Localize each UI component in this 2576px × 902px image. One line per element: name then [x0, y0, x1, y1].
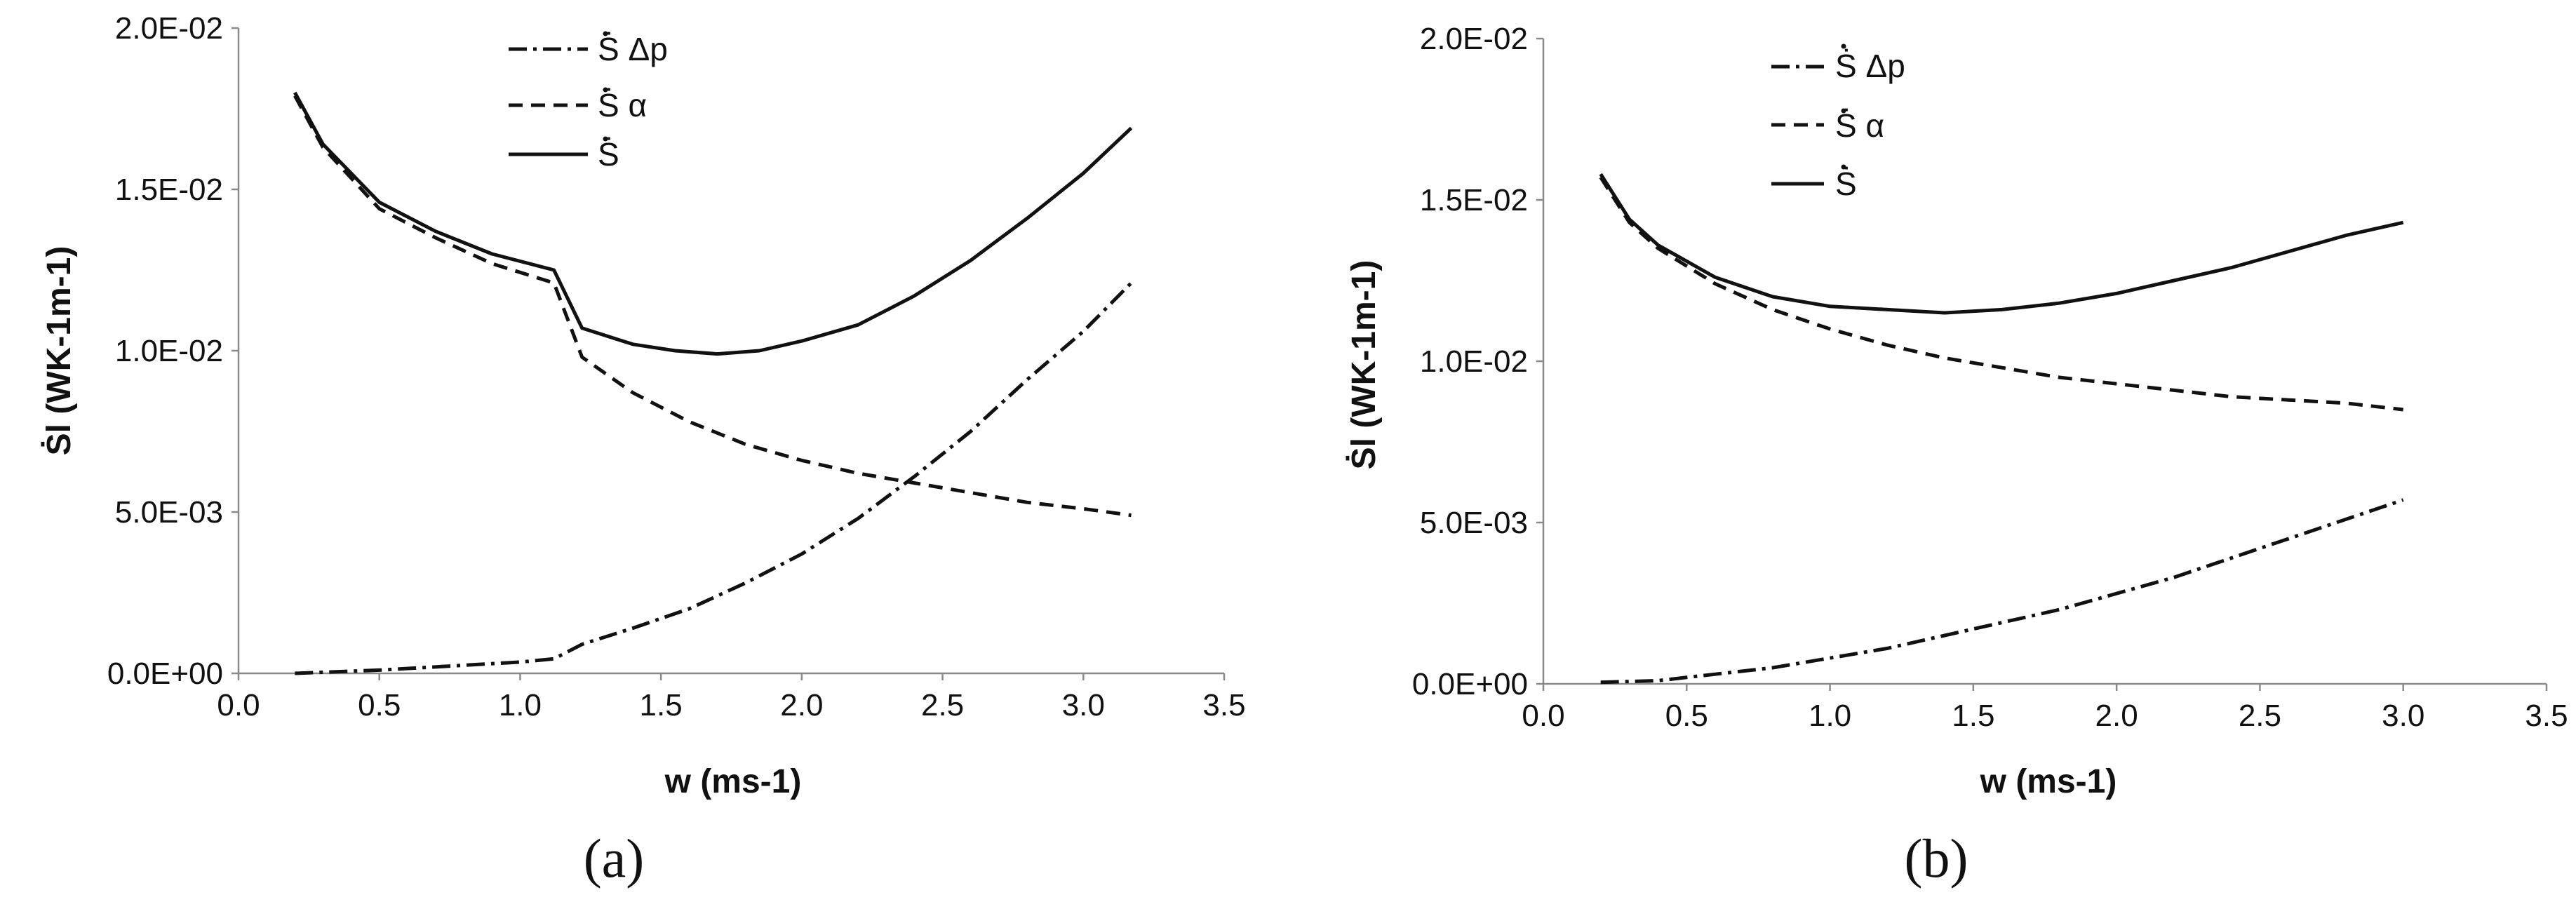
chart-b-series — [1599, 173, 2404, 685]
chart-b-axes — [1542, 39, 2547, 685]
chart-b-x-tick-label: 0.0 — [1522, 699, 1564, 733]
svg-text:Ṡ: Ṡ — [1835, 166, 1857, 202]
chart-a-panel-label: (a) — [584, 828, 645, 889]
chart-a-x-tick-label: 2.5 — [921, 688, 964, 722]
chart-b-x-tick-label: 3.5 — [2525, 699, 2568, 733]
chart-a-series — [293, 91, 1133, 675]
chart-panel-a: 0.0 0.5 1.0 1.5 2.0 2.5 3.0 3.5 0.0E+00 5.0E-03 1.… — [41, 11, 1246, 889]
legend-b-label-salpha: Ṡ α — [1835, 107, 1884, 144]
chart-a-y-label: Ṡl (WK-1m-1) — [41, 246, 78, 456]
chart-b-x-label: w (ms-1) — [1980, 763, 2117, 800]
chart-a-x-tick-label: 0.0 — [217, 688, 260, 722]
chart-b-series-s-total — [1599, 173, 2404, 315]
chart-b-legend: Ṡ Δp Ṡ α Ṡ — [1771, 43, 1905, 202]
chart-a-y-tick-label: 2.0E-02 — [115, 11, 223, 46]
svg-text:Ṡ Δp: Ṡ Δp — [1835, 48, 1905, 84]
chart-b-x-tick-label: 2.0 — [2095, 699, 2138, 733]
legend-a-label-salpha: Ṡ α — [598, 87, 647, 123]
legend-b-label-stotal: Ṡ — [1835, 164, 1857, 202]
chart-a-axes — [237, 28, 1224, 675]
svg-text:Ṡ: Ṡ — [598, 136, 619, 173]
chart-a-ticks: 0.0 0.5 1.0 1.5 2.0 2.5 3.0 3.5 0.0E+00 5.0E-03 1.… — [107, 11, 1246, 722]
chart-b-series-s-alpha — [1599, 176, 2403, 412]
chart-b-y-tick-label: 2.0E-02 — [1420, 22, 1528, 56]
chart-b-y-tick-label: 5.0E-03 — [1420, 506, 1528, 540]
chart-a-y-tick-label: 5.0E-03 — [115, 495, 223, 530]
chart-b-x-tick-label: 3.0 — [2382, 699, 2424, 733]
legend-b-label-sdp: Ṡ Δp — [1835, 43, 1905, 84]
chart-a-series-s-total — [293, 91, 1133, 356]
chart-a-x-tick-label: 3.0 — [1062, 688, 1105, 722]
chart-b-x-tick-label: 0.5 — [1665, 699, 1708, 733]
chart-b-series-s-dp — [1600, 498, 2404, 685]
chart-a-x-label: w (ms-1) — [664, 763, 802, 800]
chart-a-x-tick-label: 0.5 — [358, 688, 401, 722]
svg-text:Ṡ Δp: Ṡ Δp — [598, 31, 668, 67]
chart-b-x-tick-label: 2.5 — [2239, 699, 2281, 733]
svg-text:Ṡ α: Ṡ α — [598, 87, 647, 123]
chart-a-x-tick-label: 1.5 — [640, 688, 683, 722]
svg-text:Ṡ α: Ṡ α — [1835, 107, 1884, 144]
legend-a-label-sdp: Ṡ Δp — [598, 31, 668, 67]
chart-a-y-tick-label: 1.0E-02 — [115, 334, 223, 368]
chart-a-series-s-alpha — [293, 95, 1132, 518]
legend-a-label-stotal: Ṡ — [598, 136, 619, 173]
chart-b-x-tick-label: 1.5 — [1952, 699, 1994, 733]
chart-b-y-tick-label: 1.0E-02 — [1420, 344, 1528, 379]
chart-b-y-tick-label: 1.5E-02 — [1420, 183, 1528, 217]
chart-panel-b: 0.0 0.5 1.0 1.5 2.0 2.5 3.0 3.5 0.0E+00 5.0E-03 1.… — [1346, 22, 2568, 889]
chart-a-x-tick-label: 3.5 — [1202, 688, 1245, 722]
chart-b-y-label: Ṡl (WK-1m-1) — [1346, 260, 1383, 470]
chart-a-x-tick-label: 1.0 — [499, 688, 542, 722]
chart-b-y-tick-label: 0.0E+00 — [1412, 667, 1528, 701]
chart-b-x-tick-label: 1.0 — [1809, 699, 1851, 733]
chart-a-y-tick-label: 1.5E-02 — [115, 173, 223, 207]
chart-a-y-tick-label: 0.0E+00 — [107, 657, 223, 691]
chart-a-legend: Ṡ Δp Ṡ α Ṡ — [509, 31, 668, 173]
chart-a-series-s-dp — [295, 281, 1133, 675]
chart-b-panel-label: (b) — [1905, 828, 1968, 889]
chart-b-ticks: 0.0 0.5 1.0 1.5 2.0 2.5 3.0 3.5 0.0E+00 5.0E-03 1.… — [1412, 22, 2568, 733]
chart-a-x-tick-label: 2.0 — [780, 688, 823, 722]
